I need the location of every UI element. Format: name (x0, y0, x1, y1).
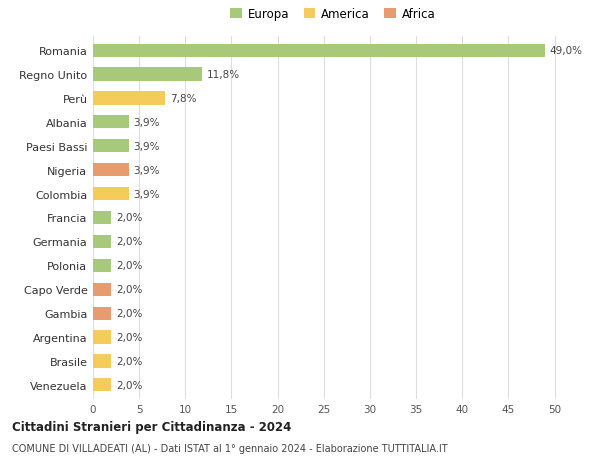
Text: 2,0%: 2,0% (116, 332, 142, 342)
Text: 3,9%: 3,9% (134, 165, 160, 175)
Text: 2,0%: 2,0% (116, 285, 142, 295)
Text: 3,9%: 3,9% (134, 141, 160, 151)
Text: 3,9%: 3,9% (134, 189, 160, 199)
Text: COMUNE DI VILLADEATI (AL) - Dati ISTAT al 1° gennaio 2024 - Elaborazione TUTTITA: COMUNE DI VILLADEATI (AL) - Dati ISTAT a… (12, 443, 448, 453)
Text: 11,8%: 11,8% (206, 70, 239, 80)
Bar (93, 45, 545, 57)
Legend: Europa, America, Africa: Europa, America, Africa (228, 6, 438, 23)
Bar (93, 259, 112, 272)
Bar (93, 116, 129, 129)
Bar (93, 92, 165, 105)
Text: 3,9%: 3,9% (134, 118, 160, 128)
Text: Cittadini Stranieri per Cittadinanza - 2024: Cittadini Stranieri per Cittadinanza - 2… (12, 420, 292, 433)
Text: 2,0%: 2,0% (116, 261, 142, 271)
Text: 2,0%: 2,0% (116, 380, 142, 390)
Bar (93, 379, 112, 392)
Bar (93, 164, 129, 177)
Bar (93, 331, 112, 344)
Bar (93, 188, 129, 201)
Text: 2,0%: 2,0% (116, 213, 142, 223)
Text: 7,8%: 7,8% (170, 94, 196, 104)
Bar (93, 212, 112, 224)
Text: 2,0%: 2,0% (116, 356, 142, 366)
Bar (93, 235, 112, 248)
Bar (93, 283, 112, 296)
Bar (93, 68, 202, 81)
Text: 49,0%: 49,0% (550, 46, 583, 56)
Bar (93, 307, 112, 320)
Text: 2,0%: 2,0% (116, 308, 142, 319)
Bar (93, 140, 129, 153)
Text: 2,0%: 2,0% (116, 237, 142, 247)
Bar (93, 355, 112, 368)
